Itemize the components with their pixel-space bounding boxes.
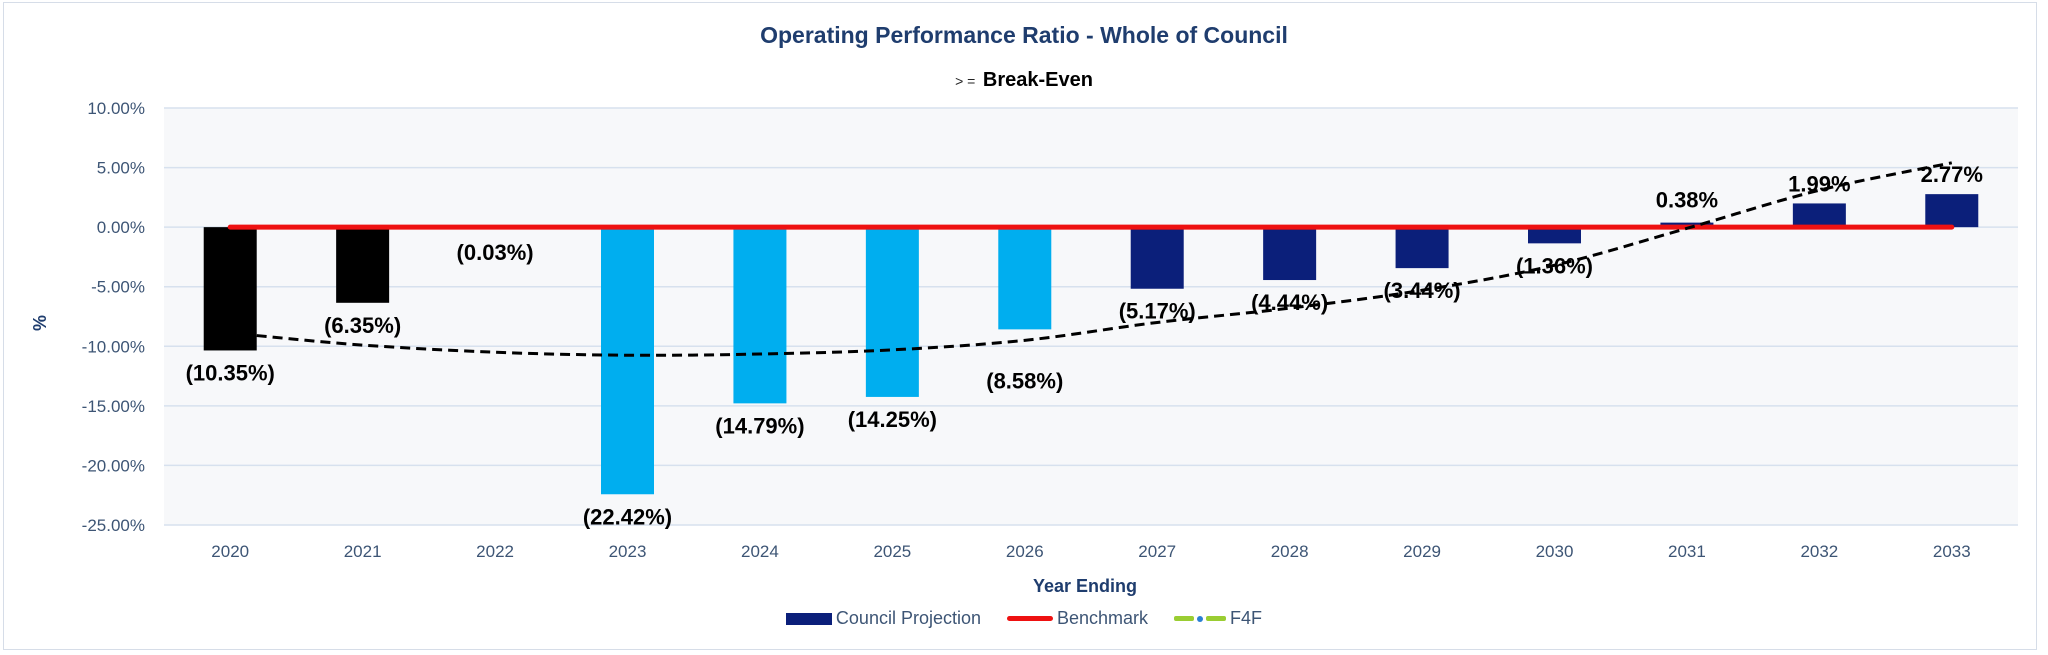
y-tick-label: 10.00% (87, 99, 145, 118)
bars (203, 194, 1979, 495)
legend-swatch-line (1007, 616, 1053, 621)
legend-item-f4f[interactable]: F4F (1174, 608, 1262, 629)
bar-2020 (203, 227, 257, 351)
data-label-2028: (4.44%) (1251, 290, 1328, 315)
x-axis-ticks: 2020 2021 2022 2023 2024 2025 2026 2027 2028 2029… (211, 542, 1970, 561)
data-label-2026: (8.58%) (986, 368, 1063, 393)
data-labels: (10.35%) (6.35%) (0.03%) (22.42%) (14.79%) (1… (186, 162, 1983, 529)
y-tick-label: -25.00% (82, 516, 145, 535)
x-tick-label: 2032 (1800, 542, 1838, 561)
x-tick-label: 2023 (609, 542, 647, 561)
data-label-2033: 2.77% (1921, 162, 1983, 187)
subtitle-text: Break-Even (982, 69, 1093, 91)
legend-label: F4F (1230, 608, 1263, 628)
bar-2021 (336, 227, 390, 303)
y-tick-label: -20.00% (82, 456, 145, 475)
plot-area (164, 108, 2018, 525)
x-tick-label: 2026 (1006, 542, 1044, 561)
y-axis-ticks: 10.00% 5.00% 0.00% -5.00% -10.00% -15.00% -20.… (82, 99, 145, 535)
x-tick-label: 2022 (476, 542, 514, 561)
x-tick-label: 2033 (1933, 542, 1971, 561)
x-tick-label: 2028 (1271, 542, 1309, 561)
y-tick-label: 0.00% (97, 218, 145, 237)
data-label-2027: (5.17%) (1119, 299, 1196, 324)
chart-title: Operating Performance Ratio - Whole of C… (760, 22, 1288, 48)
bar-2028 (1263, 227, 1317, 281)
legend-label: Benchmark (1057, 608, 1149, 628)
trend-line-group (256, 161, 1953, 357)
data-label-2020: (10.35%) (186, 360, 275, 385)
x-tick-label: 2020 (211, 542, 249, 561)
bar-2027 (1130, 227, 1184, 289)
bar-2024 (733, 227, 787, 404)
bar-2030 (1528, 227, 1581, 244)
x-tick-label: 2027 (1138, 542, 1176, 561)
x-tick-label: 2024 (741, 542, 779, 561)
data-label-2031: 0.38% (1656, 188, 1718, 213)
data-label-2022: (0.03%) (457, 240, 534, 265)
x-tick-label: 2031 (1668, 542, 1706, 561)
x-tick-label: 2025 (873, 542, 911, 561)
y-tick-label: -5.00% (91, 278, 145, 297)
y-axis-title: % (30, 315, 50, 331)
data-label-2032: 1.99% (1788, 171, 1850, 196)
bar-2026 (998, 227, 1052, 330)
bar-2033 (1925, 194, 1979, 228)
legend-item-benchmark[interactable]: Benchmark (1007, 608, 1148, 629)
bar-2023 (601, 227, 654, 495)
y-tick-label: -10.00% (82, 337, 145, 356)
data-label-2024: (14.79%) (715, 413, 804, 438)
bar-2025 (865, 227, 919, 397)
data-label-2021: (6.35%) (324, 313, 401, 338)
data-label-2025: (14.25%) (848, 407, 937, 432)
data-label-2023: (22.42%) (583, 504, 672, 529)
x-tick-label: 2029 (1403, 542, 1441, 561)
x-axis-title: Year Ending (1033, 576, 1137, 596)
y-tick-label: -15.00% (82, 397, 145, 416)
x-tick-label: 2030 (1536, 542, 1574, 561)
legend-swatch-bar (785, 612, 832, 625)
data-label-2030: (1.36%) (1516, 253, 1593, 278)
legend-swatch-line-marker (1174, 615, 1227, 622)
y-tick-label: 5.00% (97, 159, 145, 178)
bar-2032 (1792, 203, 1846, 228)
legend-item-council-projection[interactable]: Council Projection (785, 608, 981, 629)
legend-label: Council Projection (835, 608, 981, 628)
bar-2029 (1395, 227, 1449, 269)
data-label-2029: (3.44%) (1384, 278, 1461, 303)
chart-subtitle: > = Break-Even (0, 69, 2048, 92)
legend: Council Projection Benchmark F4F (0, 608, 2048, 629)
subtitle-prefix: > = (955, 73, 976, 89)
trend-line (256, 161, 1953, 357)
x-tick-label: 2021 (344, 542, 382, 561)
